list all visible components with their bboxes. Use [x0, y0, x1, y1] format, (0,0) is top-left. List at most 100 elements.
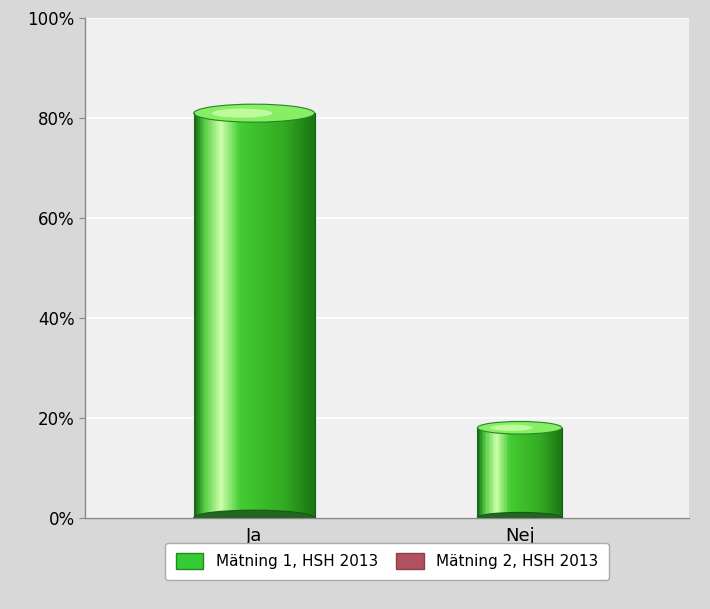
Bar: [295, 113, 297, 518]
Bar: [250, 113, 253, 518]
Bar: [305, 113, 307, 518]
Bar: [527, 428, 528, 518]
Bar: [491, 428, 493, 518]
Bar: [204, 113, 206, 518]
Bar: [312, 113, 315, 518]
Bar: [496, 428, 498, 518]
Bar: [230, 113, 232, 518]
Bar: [557, 428, 558, 518]
Bar: [552, 428, 554, 518]
Bar: [555, 428, 557, 518]
Bar: [528, 428, 530, 518]
Bar: [559, 428, 561, 518]
Bar: [503, 428, 505, 518]
Bar: [274, 113, 277, 518]
Bar: [302, 113, 305, 518]
Bar: [256, 113, 258, 518]
Bar: [273, 113, 275, 518]
Bar: [252, 113, 254, 518]
Bar: [264, 113, 266, 518]
Bar: [545, 428, 547, 518]
Bar: [524, 428, 525, 518]
Bar: [481, 428, 484, 518]
Bar: [218, 113, 220, 518]
Ellipse shape: [490, 424, 532, 431]
Ellipse shape: [477, 512, 562, 523]
Bar: [288, 113, 290, 518]
Bar: [226, 113, 229, 518]
Bar: [276, 113, 278, 518]
Bar: [511, 428, 513, 518]
Bar: [212, 113, 214, 518]
Bar: [488, 428, 491, 518]
Bar: [513, 428, 514, 518]
Bar: [523, 428, 524, 518]
Bar: [521, 428, 523, 518]
Bar: [236, 113, 239, 518]
Bar: [297, 113, 299, 518]
Bar: [284, 113, 287, 518]
Bar: [202, 113, 204, 518]
Bar: [518, 428, 520, 518]
Bar: [208, 113, 210, 518]
Bar: [542, 428, 544, 518]
Bar: [500, 428, 502, 518]
Bar: [224, 113, 226, 518]
Bar: [537, 428, 538, 518]
Bar: [200, 113, 202, 518]
Bar: [494, 428, 496, 518]
Ellipse shape: [212, 108, 272, 118]
Bar: [283, 113, 285, 518]
Bar: [477, 428, 479, 518]
Bar: [480, 428, 482, 518]
Bar: [517, 428, 518, 518]
Bar: [510, 428, 512, 518]
Bar: [547, 428, 548, 518]
Bar: [508, 428, 510, 518]
Bar: [206, 113, 208, 518]
Bar: [298, 113, 301, 518]
Bar: [214, 113, 217, 518]
Bar: [234, 113, 236, 518]
Bar: [561, 428, 562, 518]
Ellipse shape: [194, 104, 315, 122]
Bar: [308, 113, 311, 518]
Bar: [483, 428, 485, 518]
Bar: [262, 113, 265, 518]
Bar: [278, 113, 280, 518]
Bar: [220, 113, 222, 518]
Bar: [548, 428, 550, 518]
Bar: [551, 428, 552, 518]
Bar: [530, 428, 531, 518]
Bar: [507, 428, 509, 518]
Bar: [228, 113, 230, 518]
Bar: [260, 113, 263, 518]
Ellipse shape: [477, 421, 562, 434]
Bar: [540, 428, 541, 518]
Bar: [544, 428, 545, 518]
Bar: [493, 428, 495, 518]
Bar: [198, 113, 200, 518]
Ellipse shape: [194, 510, 315, 525]
Bar: [194, 113, 196, 518]
Bar: [550, 428, 551, 518]
Bar: [487, 428, 489, 518]
Bar: [506, 428, 508, 518]
Bar: [248, 113, 251, 518]
Bar: [222, 113, 224, 518]
Bar: [532, 428, 534, 518]
Bar: [497, 428, 499, 518]
Bar: [254, 113, 256, 518]
Bar: [244, 113, 246, 518]
Bar: [238, 113, 241, 518]
Bar: [232, 113, 234, 518]
Bar: [258, 113, 261, 518]
Bar: [307, 113, 309, 518]
Bar: [310, 113, 313, 518]
Bar: [280, 113, 283, 518]
Bar: [486, 428, 488, 518]
Bar: [498, 428, 501, 518]
Bar: [501, 428, 503, 518]
Bar: [300, 113, 302, 518]
Bar: [479, 428, 481, 518]
